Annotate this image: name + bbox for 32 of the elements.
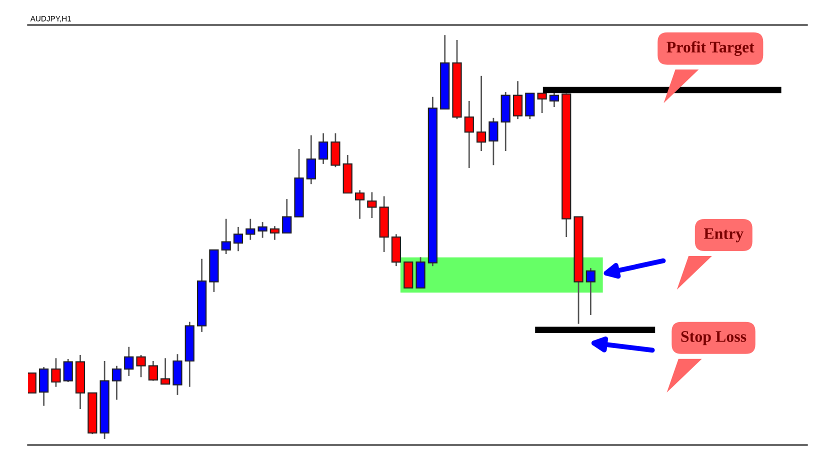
candlestick — [124, 346, 134, 377]
candlestick — [172, 353, 182, 396]
candlestick — [306, 134, 316, 185]
ref-line-label: Profit Target — [666, 41, 754, 56]
candlestick — [221, 218, 231, 255]
candlestick — [51, 357, 61, 388]
candlestick — [246, 218, 256, 241]
candlestick — [549, 91, 560, 108]
text: Entry — [704, 228, 744, 242]
candlestick — [148, 360, 158, 382]
candlestick — [476, 75, 486, 152]
candlestick — [28, 372, 36, 394]
candlestick — [488, 117, 498, 166]
candlestick — [160, 357, 170, 385]
candlestick — [63, 358, 73, 383]
candlestick — [512, 80, 523, 120]
candlestick — [586, 267, 596, 316]
candlestick — [330, 132, 340, 168]
candlestick — [258, 221, 268, 239]
candlestick — [354, 189, 365, 220]
candlestick — [525, 92, 535, 120]
candlestick — [537, 92, 547, 114]
ref-line-label: Stop Loss — [681, 331, 746, 346]
candlestick — [112, 365, 122, 400]
candlestick — [270, 225, 280, 241]
candlestick — [233, 226, 244, 252]
candlestick — [464, 100, 474, 169]
candlestick — [318, 132, 328, 165]
candlestick — [38, 366, 49, 407]
candlestick — [282, 198, 292, 234]
candlestick — [136, 354, 146, 378]
candlestick — [367, 191, 377, 219]
